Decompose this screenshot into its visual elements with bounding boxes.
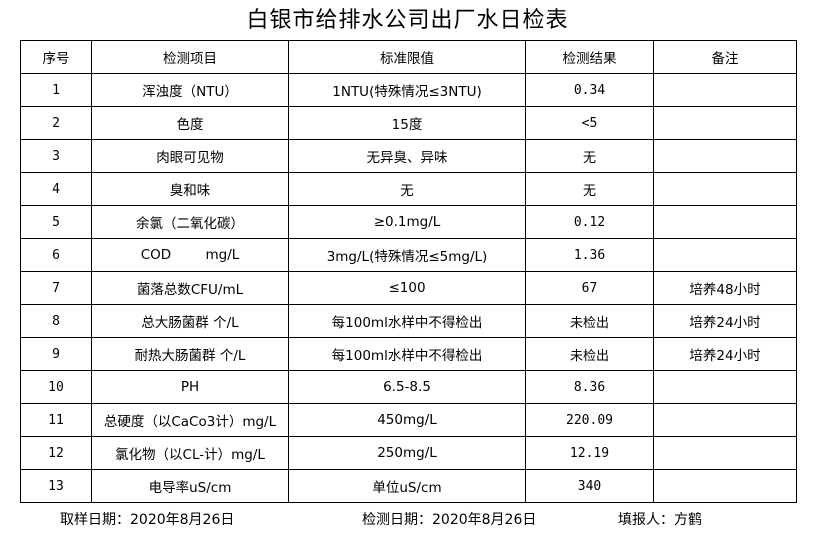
cell-limit: 每100ml水样中不得检出 <box>288 304 526 338</box>
cell-remark: 培养48小时 <box>653 271 797 305</box>
cell-index: 4 <box>20 172 92 206</box>
cell-item: 色度 <box>91 106 289 140</box>
cell-index: 2 <box>20 106 92 140</box>
cell-limit: 单位uS/cm <box>288 469 526 503</box>
cell-item: 臭和味 <box>91 172 289 206</box>
cell-limit: 6.5-8.5 <box>288 370 526 404</box>
cell-index: 5 <box>20 205 92 239</box>
cell-index: 11 <box>20 403 92 437</box>
cell-limit: 无 <box>288 172 526 206</box>
test-date: 检测日期：2020年8月26日 <box>362 512 537 528</box>
table-row: 13 电导率uS/cm 单位uS/cm 340 <box>20 469 797 503</box>
header-row: 序号 检测项目 标准限值 检测结果 备注 <box>20 40 797 74</box>
cell-remark <box>653 403 797 437</box>
cell-index: 9 <box>20 337 92 371</box>
header-limit: 标准限值 <box>288 40 526 74</box>
cell-limit: 3mg/L(特殊情况≤5mg/L) <box>288 238 526 272</box>
cell-remark <box>653 106 797 140</box>
cell-result: 12.19 <box>525 436 654 470</box>
cell-item: 电导率uS/cm <box>91 469 289 503</box>
cell-item: 浑浊度（NTU） <box>91 73 289 107</box>
cell-item: 菌落总数CFU/mL <box>91 271 289 305</box>
cell-index: 3 <box>20 139 92 173</box>
table-row: 9 耐热大肠菌群 个/L 每100ml水样中不得检出 未检出 培养24小时 <box>20 337 797 371</box>
cell-limit: 每100ml水样中不得检出 <box>288 337 526 371</box>
table-row: 12 氯化物（以CL-计）mg/L 250mg/L 12.19 <box>20 436 797 470</box>
cell-result: 未检出 <box>525 304 654 338</box>
cell-result: 0.34 <box>525 73 654 107</box>
cell-index: 7 <box>20 271 92 305</box>
table-row: 3 肉眼可见物 无异臭、异味无 <box>20 139 797 173</box>
cell-item: 余氯（二氧化碳） <box>91 205 289 239</box>
cell-result: 1.36 <box>525 238 654 272</box>
cell-limit: 15度 <box>288 106 526 140</box>
cell-item: 耐热大肠菌群 个/L <box>91 337 289 371</box>
cell-result: 0.12 <box>525 205 654 239</box>
cell-index: 12 <box>20 436 92 470</box>
cell-result: 8.36 <box>525 370 654 404</box>
cell-limit: 250mg/L <box>288 436 526 470</box>
header-index: 序号 <box>20 40 92 74</box>
cell-result: 220.09 <box>525 403 654 437</box>
page-title: 白银市给排水公司出厂水日检表 <box>246 8 569 33</box>
cell-result: 67 <box>525 271 654 305</box>
cell-remark: 培养24小时 <box>653 337 797 371</box>
cell-item: 氯化物（以CL-计）mg/L <box>91 436 289 470</box>
table-row: 7 菌落总数CFU/mL ≤100 67 培养48小时 <box>20 271 797 305</box>
header-result: 检测结果 <box>525 40 654 74</box>
cell-result: 340 <box>525 469 654 503</box>
cell-limit: 无异臭、异味 <box>288 139 526 173</box>
cell-limit: ≥0.1mg/L <box>288 205 526 239</box>
cell-limit: 1NTU(特殊情况≤3NTU) <box>288 73 526 107</box>
cell-remark <box>653 238 797 272</box>
table-row: 10 PH 6.5-8.5 8.36 <box>20 370 797 404</box>
cell-result: 未检出 <box>525 337 654 371</box>
cell-index: 6 <box>20 238 92 272</box>
cell-index: 10 <box>20 370 92 404</box>
cell-remark <box>653 139 797 173</box>
cell-remark <box>653 172 797 206</box>
cell-limit: ≤100 <box>288 271 526 305</box>
inspection-table: 序号 检测项目 标准限值 检测结果 备注 1 浑浊度（NTU） 1NTU(特殊情况≤… <box>20 40 797 503</box>
cell-index: 1 <box>20 73 92 107</box>
table-row: 5 余氯（二氧化碳） ≥0.1mg/L 0.12 <box>20 205 797 239</box>
table-row: 2 色度 15度 <5 <box>20 106 797 140</box>
cell-index: 13 <box>20 469 92 503</box>
table-row: 4 臭和味无无 <box>20 172 797 206</box>
sample-date: 取样日期：2020年8月26日 <box>60 512 235 528</box>
header-item: 检测项目 <box>91 40 289 74</box>
cell-remark <box>653 436 797 470</box>
cell-limit: 450mg/L <box>288 403 526 437</box>
cell-result: <5 <box>525 106 654 140</box>
cell-remark <box>653 469 797 503</box>
cell-item: 总大肠菌群 个/L <box>91 304 289 338</box>
cell-result: 无 <box>525 172 654 206</box>
cell-item: 肉眼可见物 <box>91 139 289 173</box>
cell-remark <box>653 205 797 239</box>
cell-result: 无 <box>525 139 654 173</box>
cell-remark <box>653 73 797 107</box>
table-row: 1 浑浊度（NTU） 1NTU(特殊情况≤3NTU) 0.34 <box>20 73 797 107</box>
cell-item: COD mg/L <box>91 238 289 272</box>
cell-item: 总硬度（以CaCo3计）mg/L <box>91 403 289 437</box>
header-remark: 备注 <box>653 40 797 74</box>
table-row: 11 总硬度（以CaCo3计）mg/L 450mg/L 220.09 <box>20 403 797 437</box>
table-row: 8 总大肠菌群 个/L 每100ml水样中不得检出 未检出 培养24小时 <box>20 304 797 338</box>
cell-index: 8 <box>20 304 92 338</box>
table-row: 6 COD mg/L 3mg/L(特殊情况≤5mg/L) 1.36 <box>20 238 797 272</box>
cell-remark <box>653 370 797 404</box>
cell-remark: 培养24小时 <box>653 304 797 338</box>
cell-item: PH <box>91 370 289 404</box>
reporter: 填报人：方鹤 <box>618 512 702 528</box>
